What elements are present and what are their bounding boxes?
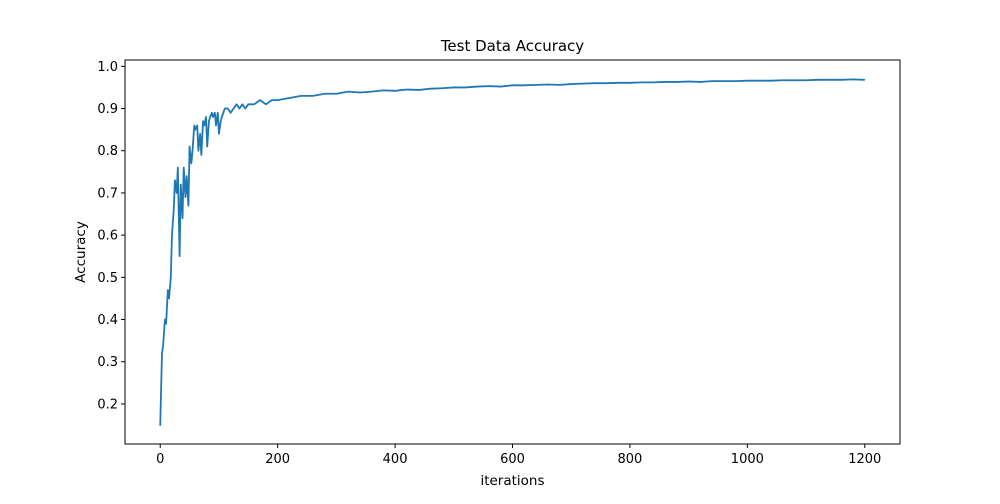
- series-layer: [159, 78, 866, 426]
- x-tick-label: 600: [500, 452, 525, 467]
- y-tick-label: 0.2: [97, 397, 118, 412]
- x-axis-ticks: 0 200 400 600 800 1000 1200: [156, 444, 881, 467]
- y-tick-label: 0.9: [97, 102, 118, 117]
- plot-frame: [124, 59, 901, 445]
- x-tick-label: 1000: [731, 452, 764, 467]
- y-tick-label: 0.3: [97, 355, 118, 370]
- y-axis-ticks: 0.2 0.3 0.4 0.5 0.6 0.7 0.8 0.9 1.0: [97, 60, 125, 412]
- plot-area: [125, 60, 900, 444]
- y-tick-label: 0.5: [97, 271, 118, 286]
- x-tick-label: 0: [156, 452, 164, 467]
- x-tick-label: 400: [383, 452, 408, 467]
- series-line-0: [159, 78, 866, 426]
- x-tick-label: 1200: [848, 452, 881, 467]
- y-axis-label: Accuracy: [73, 221, 89, 283]
- x-axis-label: iterations: [480, 473, 544, 489]
- y-tick-label: 1.0: [97, 60, 118, 75]
- y-tick-label: 0.8: [97, 144, 118, 159]
- x-tick-label: 800: [618, 452, 643, 467]
- chart-title: Test Data Accuracy: [440, 37, 584, 55]
- y-tick-label: 0.7: [97, 186, 118, 201]
- y-tick-label: 0.6: [97, 229, 118, 244]
- y-tick-label: 0.4: [97, 313, 118, 328]
- x-tick-label: 200: [265, 452, 290, 467]
